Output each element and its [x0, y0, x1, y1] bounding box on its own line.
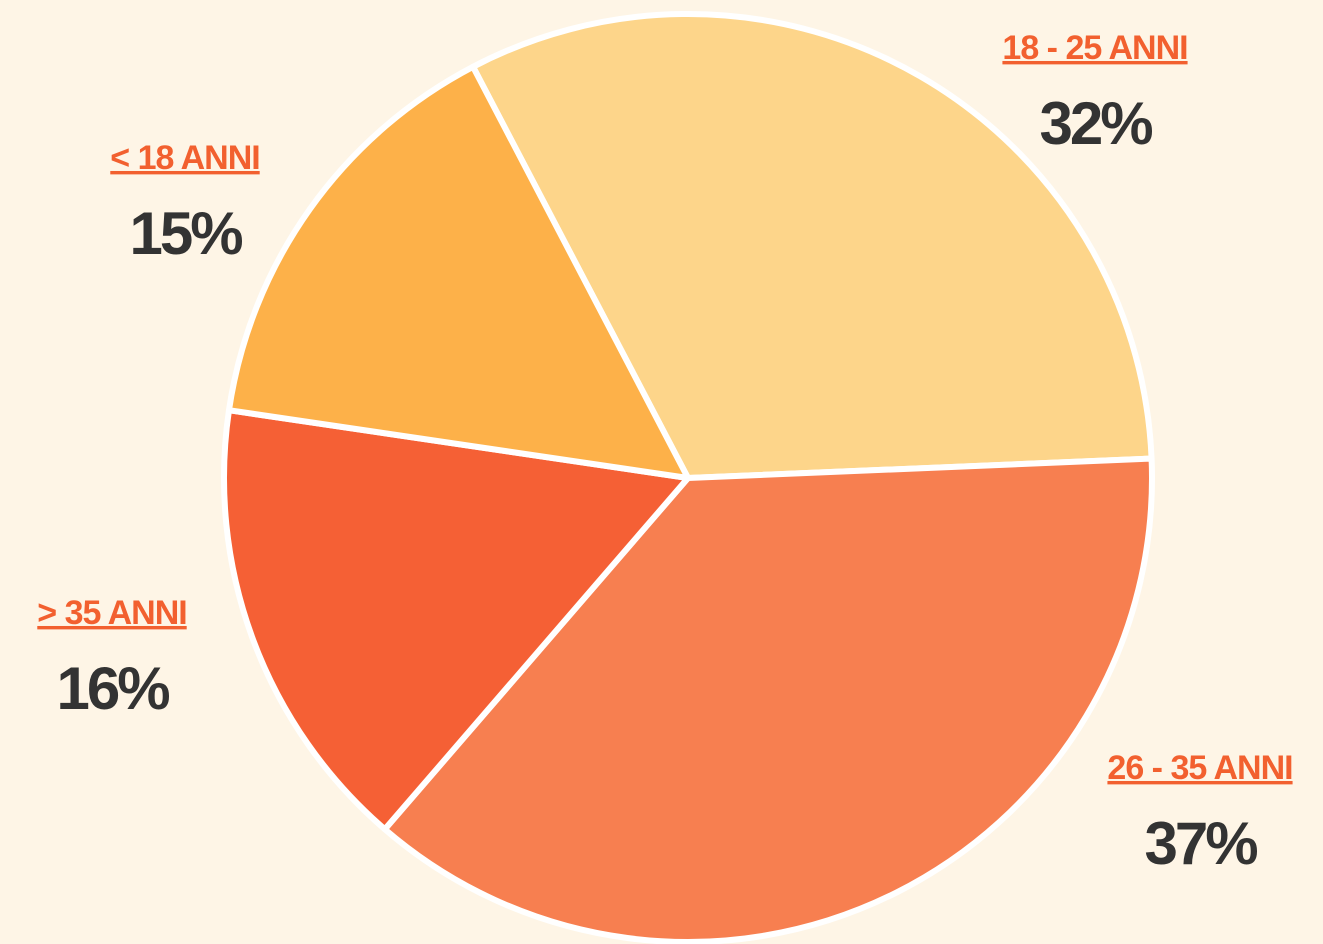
value-label: 16% — [56, 655, 169, 722]
value-label: 32% — [1039, 90, 1152, 157]
value-label: 15% — [129, 200, 242, 267]
pie-slice — [225, 63, 691, 481]
slice-label: 26 - 35 ANNI — [1107, 749, 1292, 787]
slice-label: < 18 ANNI — [110, 139, 259, 177]
slice-label: > 35 ANNI — [37, 594, 186, 632]
pie-slice — [221, 407, 691, 833]
pie-slice — [470, 11, 1155, 481]
pie-slice — [381, 455, 1155, 944]
value-label: 37% — [1144, 810, 1257, 877]
slice-label: 18 - 25 ANNI — [1002, 29, 1187, 67]
